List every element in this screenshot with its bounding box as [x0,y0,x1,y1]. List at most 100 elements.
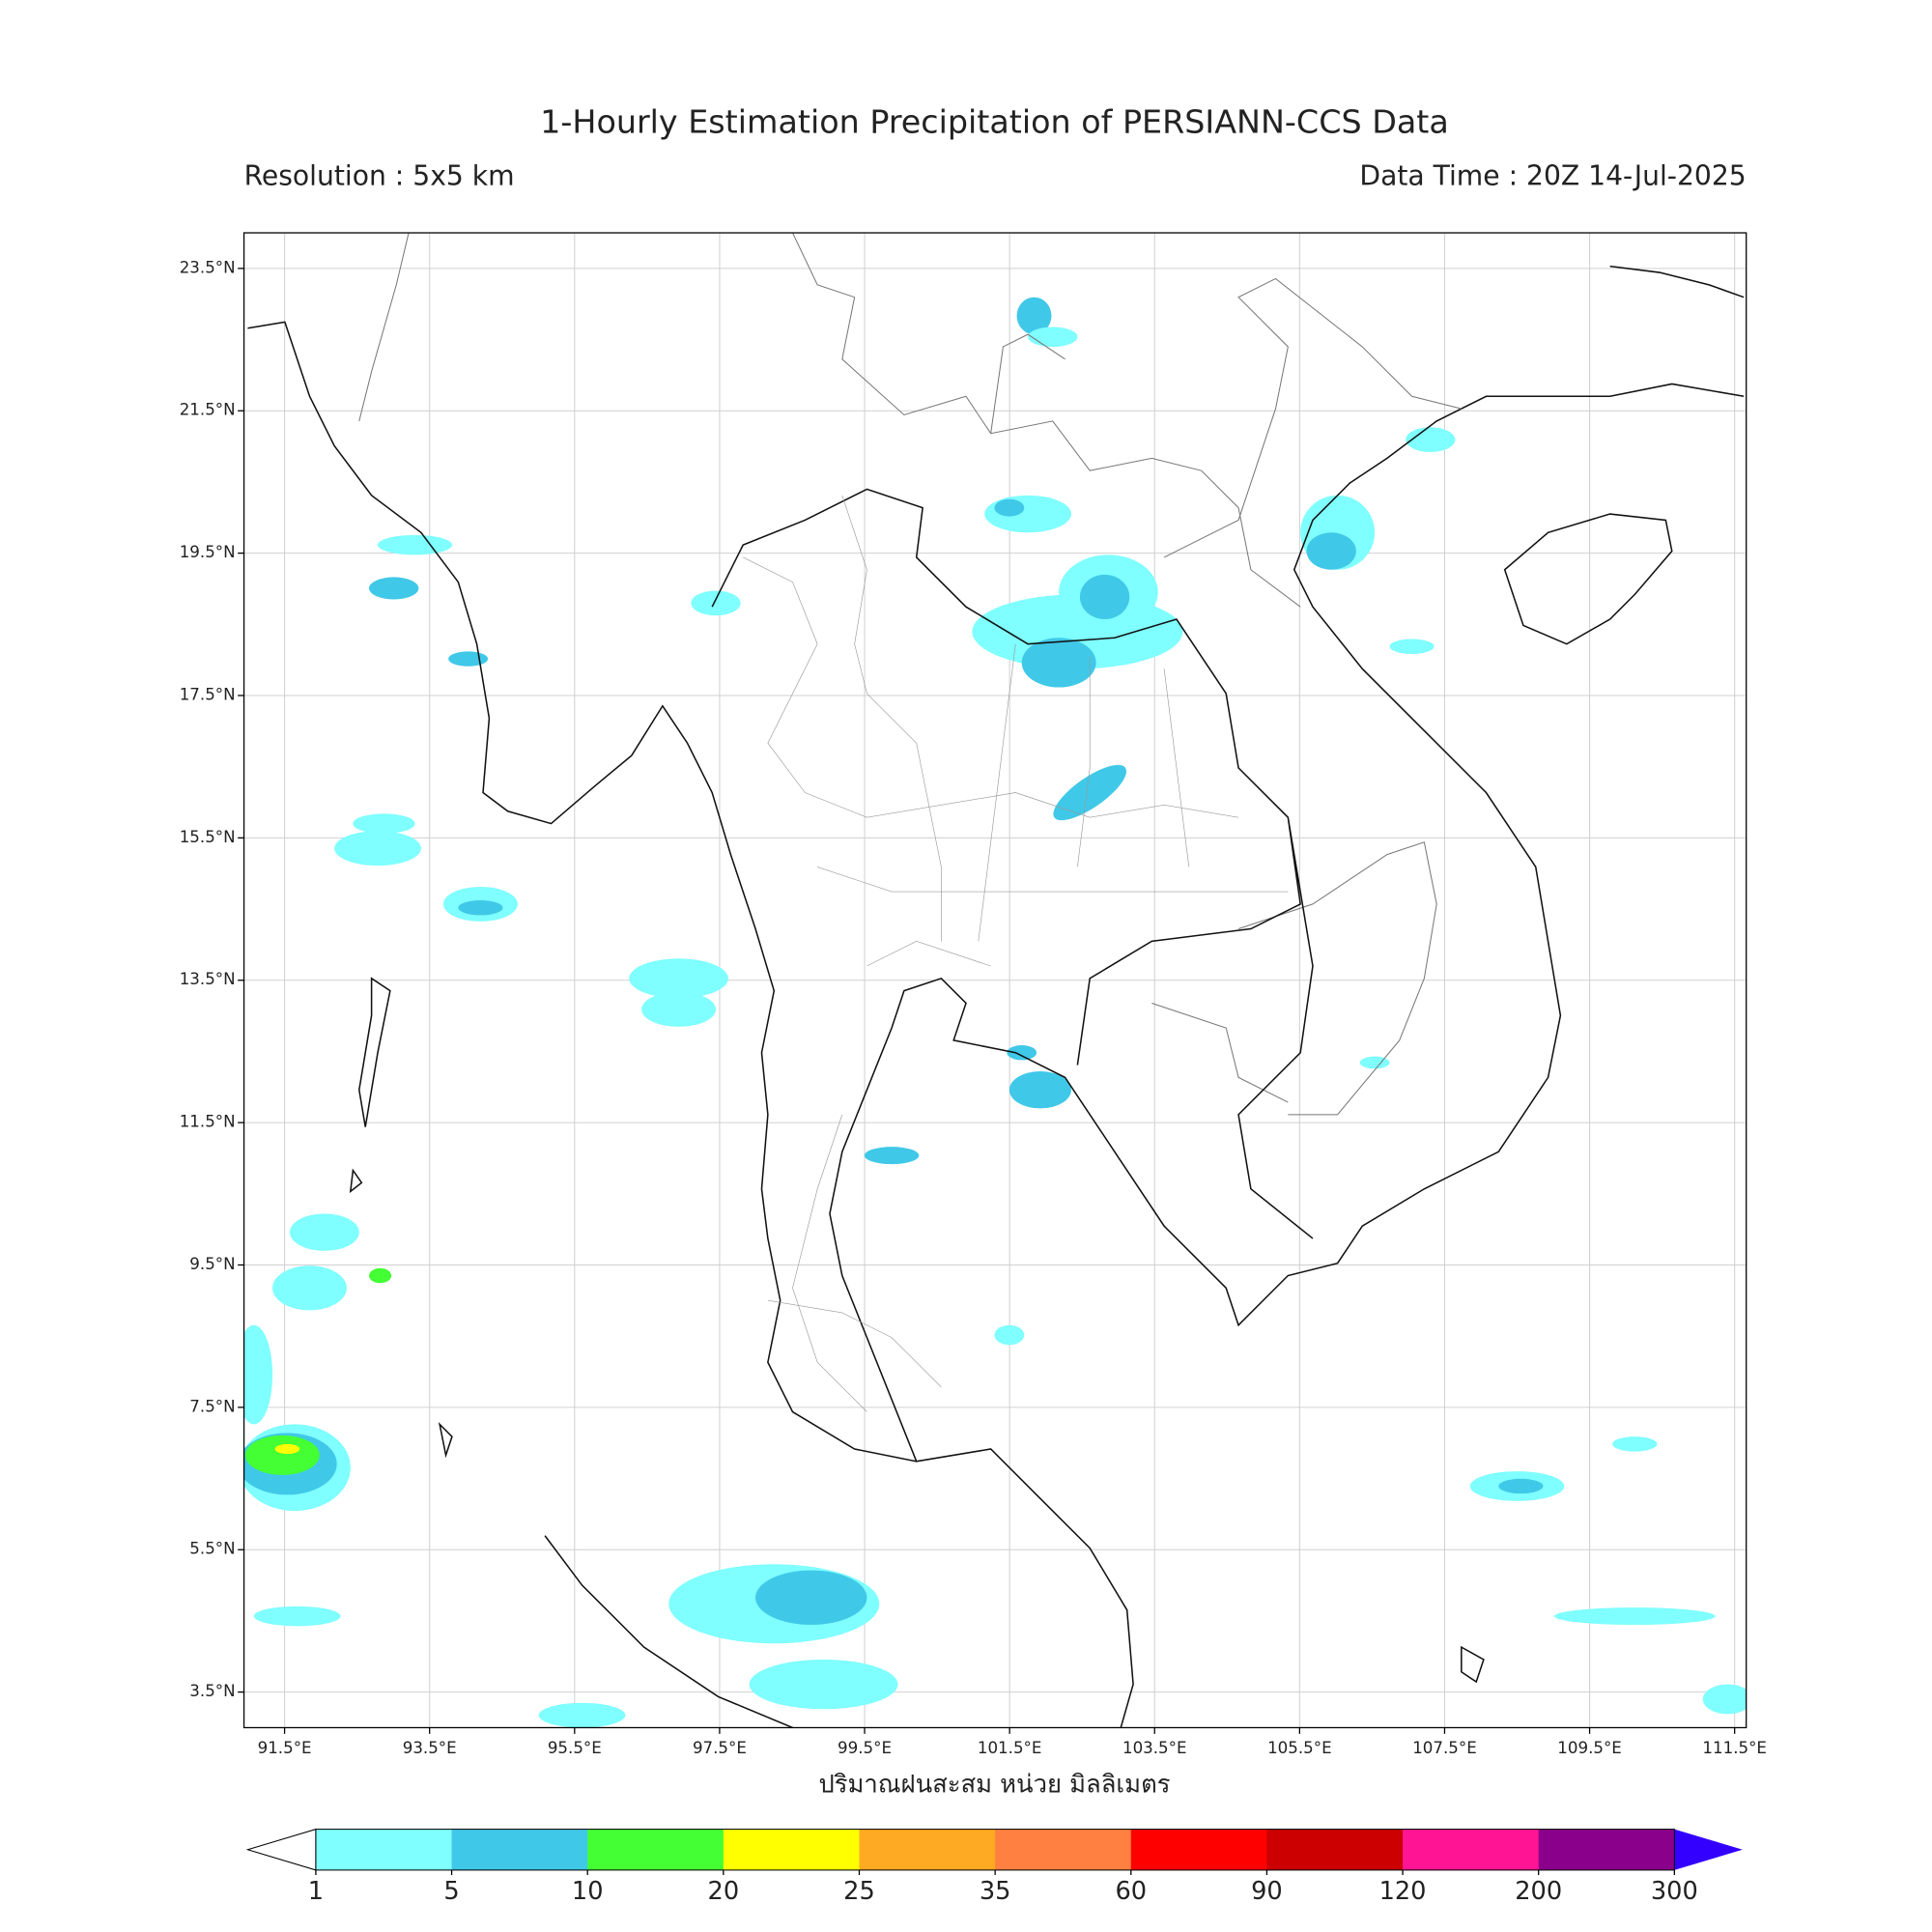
rain [274,1443,300,1455]
colorbar-tick-label: 25 [843,1877,875,1906]
rain [353,813,415,834]
y-tick-label: 23.5°N [180,258,236,276]
rain [984,495,1071,533]
rain [369,577,419,600]
rain [1053,764,1127,821]
data-time: Data Time : 20Z 14-Jul-2025 [1359,159,1746,191]
rain [994,498,1025,517]
rain [290,1213,359,1251]
colorbar: 1 5 10 20 25 35 60 90 120 200 300 [245,1828,1743,1906]
colorbar-segment [1266,1829,1404,1870]
y-tick-label: 11.5°N [180,1113,236,1131]
x-tick-label: 107.5°E [1412,1739,1477,1757]
coastline [349,265,1745,1684]
rain [1498,1478,1544,1494]
colorbar-tick-label: 5 [443,1877,459,1906]
rain [691,590,741,616]
colorbar-tick-label: 120 [1379,1877,1427,1906]
rain [749,1659,898,1710]
coastline [829,383,1745,1463]
rain [272,1265,347,1311]
rain [1359,1056,1390,1069]
colorbar-segment [995,1829,1132,1870]
rain [1306,532,1356,570]
colorbar-tick-label: 35 [980,1877,1011,1906]
x-tick-label: 99.5°E [838,1739,892,1757]
y-tick-label: 9.5°N [189,1255,235,1273]
rain [369,1267,392,1284]
rain [253,1605,341,1627]
x-axis-label: ปริมาณฝนสะสม หน่วย มิลลิเมตร [818,1771,1170,1800]
rain [864,1147,920,1165]
thailand-border [711,488,1314,1239]
colorbar-segment [859,1829,996,1870]
colorbar-segment [1403,1829,1540,1870]
colorbar-under [245,1828,317,1871]
colorbar-segment [723,1829,861,1870]
colorbar-tick-label: 10 [572,1877,604,1906]
y-tick-label: 13.5°N [180,970,236,988]
rain [1016,297,1052,335]
rain [538,1702,626,1728]
rain-areas [243,297,1747,1728]
colorbar-tick-label: 200 [1515,1877,1562,1906]
y-tick-label: 19.5°N [180,543,236,561]
grid [243,233,1747,1728]
rain [243,1324,273,1425]
rain [1028,327,1078,347]
x-tick-label: 97.5°E [693,1739,747,1757]
rain [641,991,717,1027]
rain [1079,574,1130,620]
y-tick-label: 7.5°N [189,1397,235,1415]
resolution: Resolution : 5x5 km [244,159,515,191]
colorbar-segment [1130,1829,1268,1870]
colorbar-segment [1538,1829,1675,1870]
colorbar-tick-label: 300 [1651,1877,1698,1906]
y-tick-label: 5.5°N [189,1540,235,1558]
rain [244,1435,320,1475]
x-tick-label: 93.5°E [403,1739,457,1757]
colorbar-tick-label: 90 [1251,1877,1283,1906]
coastline [247,321,1134,1728]
rain [1021,638,1096,688]
rain [1553,1607,1716,1626]
colorbar-segment [587,1829,724,1870]
rain [755,1570,867,1626]
colorbar-segment [315,1829,453,1870]
x-tick-label: 103.5°E [1122,1739,1187,1757]
coastline [1503,513,1673,645]
rain [1612,1436,1658,1452]
x-tick-label: 109.5°E [1557,1739,1622,1757]
x-tick-label: 91.5°E [258,1739,312,1757]
rain [1406,427,1456,452]
x-tick-label: 105.5°E [1267,1739,1332,1757]
x-tick-label: 95.5°E [548,1739,602,1757]
map-content [243,233,1747,1728]
y-tick-label: 15.5°N [180,828,236,846]
rain [334,831,421,867]
colorbar-tick-label: 60 [1115,1877,1147,1906]
colorbar-segment [451,1829,588,1870]
rain [1009,1070,1071,1109]
rain [458,900,503,916]
colorbar-tick-label: 1 [308,1877,324,1906]
rain [378,534,452,555]
rain [448,651,489,667]
y-tick-label: 3.5°N [189,1682,235,1700]
y-tick-label: 17.5°N [180,685,236,703]
y-tick-label: 21.5°N [180,401,236,419]
x-tick-label: 101.5°E [978,1739,1042,1757]
title: 1-Hourly Estimation Precipitation of PER… [540,103,1449,141]
rain [1389,639,1435,654]
rain [629,958,728,999]
rain [1007,1045,1037,1061]
x-tick-label: 111.5°E [1702,1739,1767,1757]
colorbar-tick-label: 20 [708,1877,740,1906]
rain [994,1324,1025,1346]
coastline [544,1535,793,1728]
country-border [358,233,1462,1116]
rain [1702,1684,1747,1715]
colorbar-over [1674,1829,1743,1870]
